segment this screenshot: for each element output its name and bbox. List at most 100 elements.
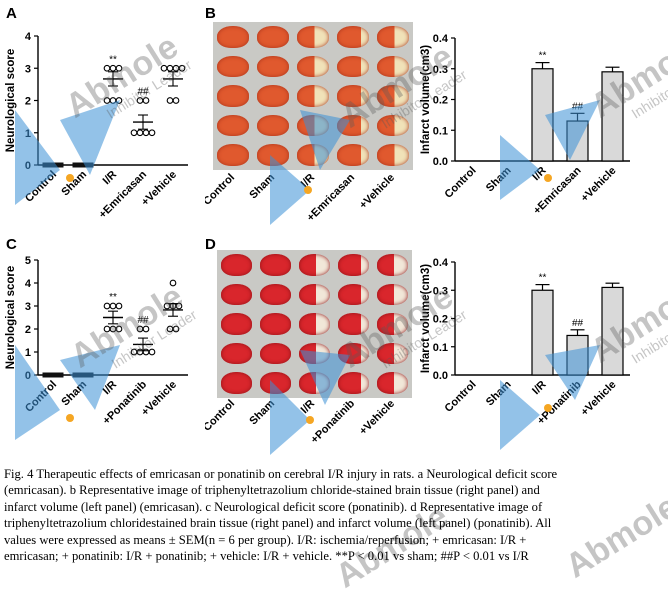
significance-label: ** [539, 51, 547, 62]
significance-label: ** [109, 54, 117, 65]
significance-label: ## [137, 87, 149, 98]
y-tick-label: 0.0 [433, 370, 448, 382]
data-point [172, 325, 180, 333]
data-point [172, 97, 180, 104]
brain-slice [377, 114, 409, 137]
brain-slice [217, 85, 249, 107]
y-tick-label: 2 [25, 96, 31, 108]
caption-line: Fig. 4 Therapeutic effects of emricasan … [4, 467, 558, 481]
caption-line: infarct volume (left panel) (emricasan).… [4, 499, 543, 514]
chart-c-neurological-score: 012345Neurological scoreControlShamI/R+P… [5, 255, 188, 427]
y-tick-label: 5 [25, 255, 31, 267]
brain-slice [257, 114, 289, 137]
caption-line: (emricasan). b Representative image of t… [4, 483, 540, 498]
caption-line: triphenyltetrazolium chloridestained bra… [4, 516, 552, 531]
brain-slice [337, 144, 369, 166]
brain-slice [297, 85, 329, 107]
brain-slice [337, 85, 369, 107]
brain-slice [257, 55, 289, 78]
panel-label-c: C [6, 236, 17, 253]
data-point [142, 97, 150, 104]
y-tick-label: 0.3 [433, 64, 448, 76]
brain-slice [299, 254, 330, 276]
y-axis-label: Infarct volume(cm3) [420, 264, 432, 373]
data-point [115, 302, 123, 310]
brain-slice [377, 372, 408, 394]
brain-slice [299, 283, 330, 306]
y-tick-label: 0.1 [433, 342, 448, 354]
brain-slice [377, 283, 408, 306]
brain-slice [377, 342, 408, 365]
data-point [148, 348, 156, 356]
y-tick-label: 3 [25, 63, 31, 75]
brain-slice [299, 313, 330, 335]
panel-label-d: D [205, 236, 216, 253]
caption-line: values were expressed as means ± SEM(n =… [4, 532, 527, 547]
panel-label-b: B [205, 5, 216, 22]
brain-slice [221, 372, 252, 394]
data-point-cluster [72, 162, 94, 168]
y-tick-label: 2 [25, 324, 31, 336]
significance-label: ## [572, 318, 584, 329]
significance-label: ## [137, 315, 149, 326]
caption-line: emricasan; + ponatinib: I/R + ponatinib;… [4, 549, 529, 564]
brain-slice [260, 283, 291, 306]
brain-slice [217, 26, 249, 48]
brain-slice [377, 144, 409, 166]
tissue-image-d [217, 250, 412, 398]
brain-slice [221, 254, 252, 276]
data-point [115, 325, 123, 333]
significance-label: ** [539, 273, 547, 284]
brain-slice [260, 372, 291, 394]
tissue-labels-b: Control Sham I/R+Emricasan +Vehicle [205, 171, 397, 224]
data-point [175, 302, 183, 310]
brain-slice [338, 313, 369, 335]
brain-slice [260, 254, 291, 276]
brain-slice [338, 283, 369, 306]
brain-slice [221, 342, 252, 365]
y-axis-label: Neurological score [5, 49, 17, 153]
brain-slice [221, 313, 252, 335]
brain-slice [377, 254, 408, 276]
brain-slice [257, 85, 289, 107]
brain-slice [338, 372, 369, 394]
y-tick-label: 3 [25, 301, 31, 313]
y-tick-label: 0.2 [433, 95, 448, 107]
figure-caption: Fig. 4 Therapeutic effects of emricasan … [4, 466, 664, 564]
brain-slice [377, 55, 409, 78]
data-point [148, 129, 156, 137]
y-axis-label: Neurological score [5, 266, 17, 370]
brain-slice [377, 26, 409, 48]
brain-slice [297, 55, 329, 78]
brain-slice [377, 313, 408, 335]
brain-slice [257, 144, 289, 166]
y-tick-label: 4 [25, 278, 32, 290]
panel-label-a: A [6, 5, 17, 22]
y-tick-label: 0.1 [433, 125, 448, 137]
brain-slice [217, 114, 249, 137]
data-point-cluster [42, 372, 64, 378]
y-tick-label: 0.0 [433, 156, 448, 168]
y-tick-label: 0.4 [433, 33, 449, 45]
brain-slice [337, 55, 369, 78]
y-tick-label: 0.2 [433, 314, 448, 326]
brain-slice [377, 85, 409, 107]
y-tick-label: 4 [25, 31, 32, 43]
y-axis-label: Infarct volume(cm3) [420, 45, 432, 154]
data-point [115, 64, 123, 72]
y-tick-label: 0.4 [433, 257, 449, 269]
brain-slice [221, 283, 252, 306]
brain-slice [338, 254, 369, 276]
y-tick-label: 1 [25, 347, 31, 359]
significance-label: ** [109, 292, 117, 303]
brain-slice [260, 342, 291, 365]
y-tick-label: 0.3 [433, 285, 448, 297]
brain-slice [297, 26, 329, 48]
brain-slice [337, 26, 369, 48]
tissue-labels-d: Control Sham I/R+Ponatinib +Vehicle [205, 397, 397, 446]
brain-slice [257, 26, 289, 48]
brain-slice [217, 144, 249, 166]
brain-slice [217, 55, 249, 78]
